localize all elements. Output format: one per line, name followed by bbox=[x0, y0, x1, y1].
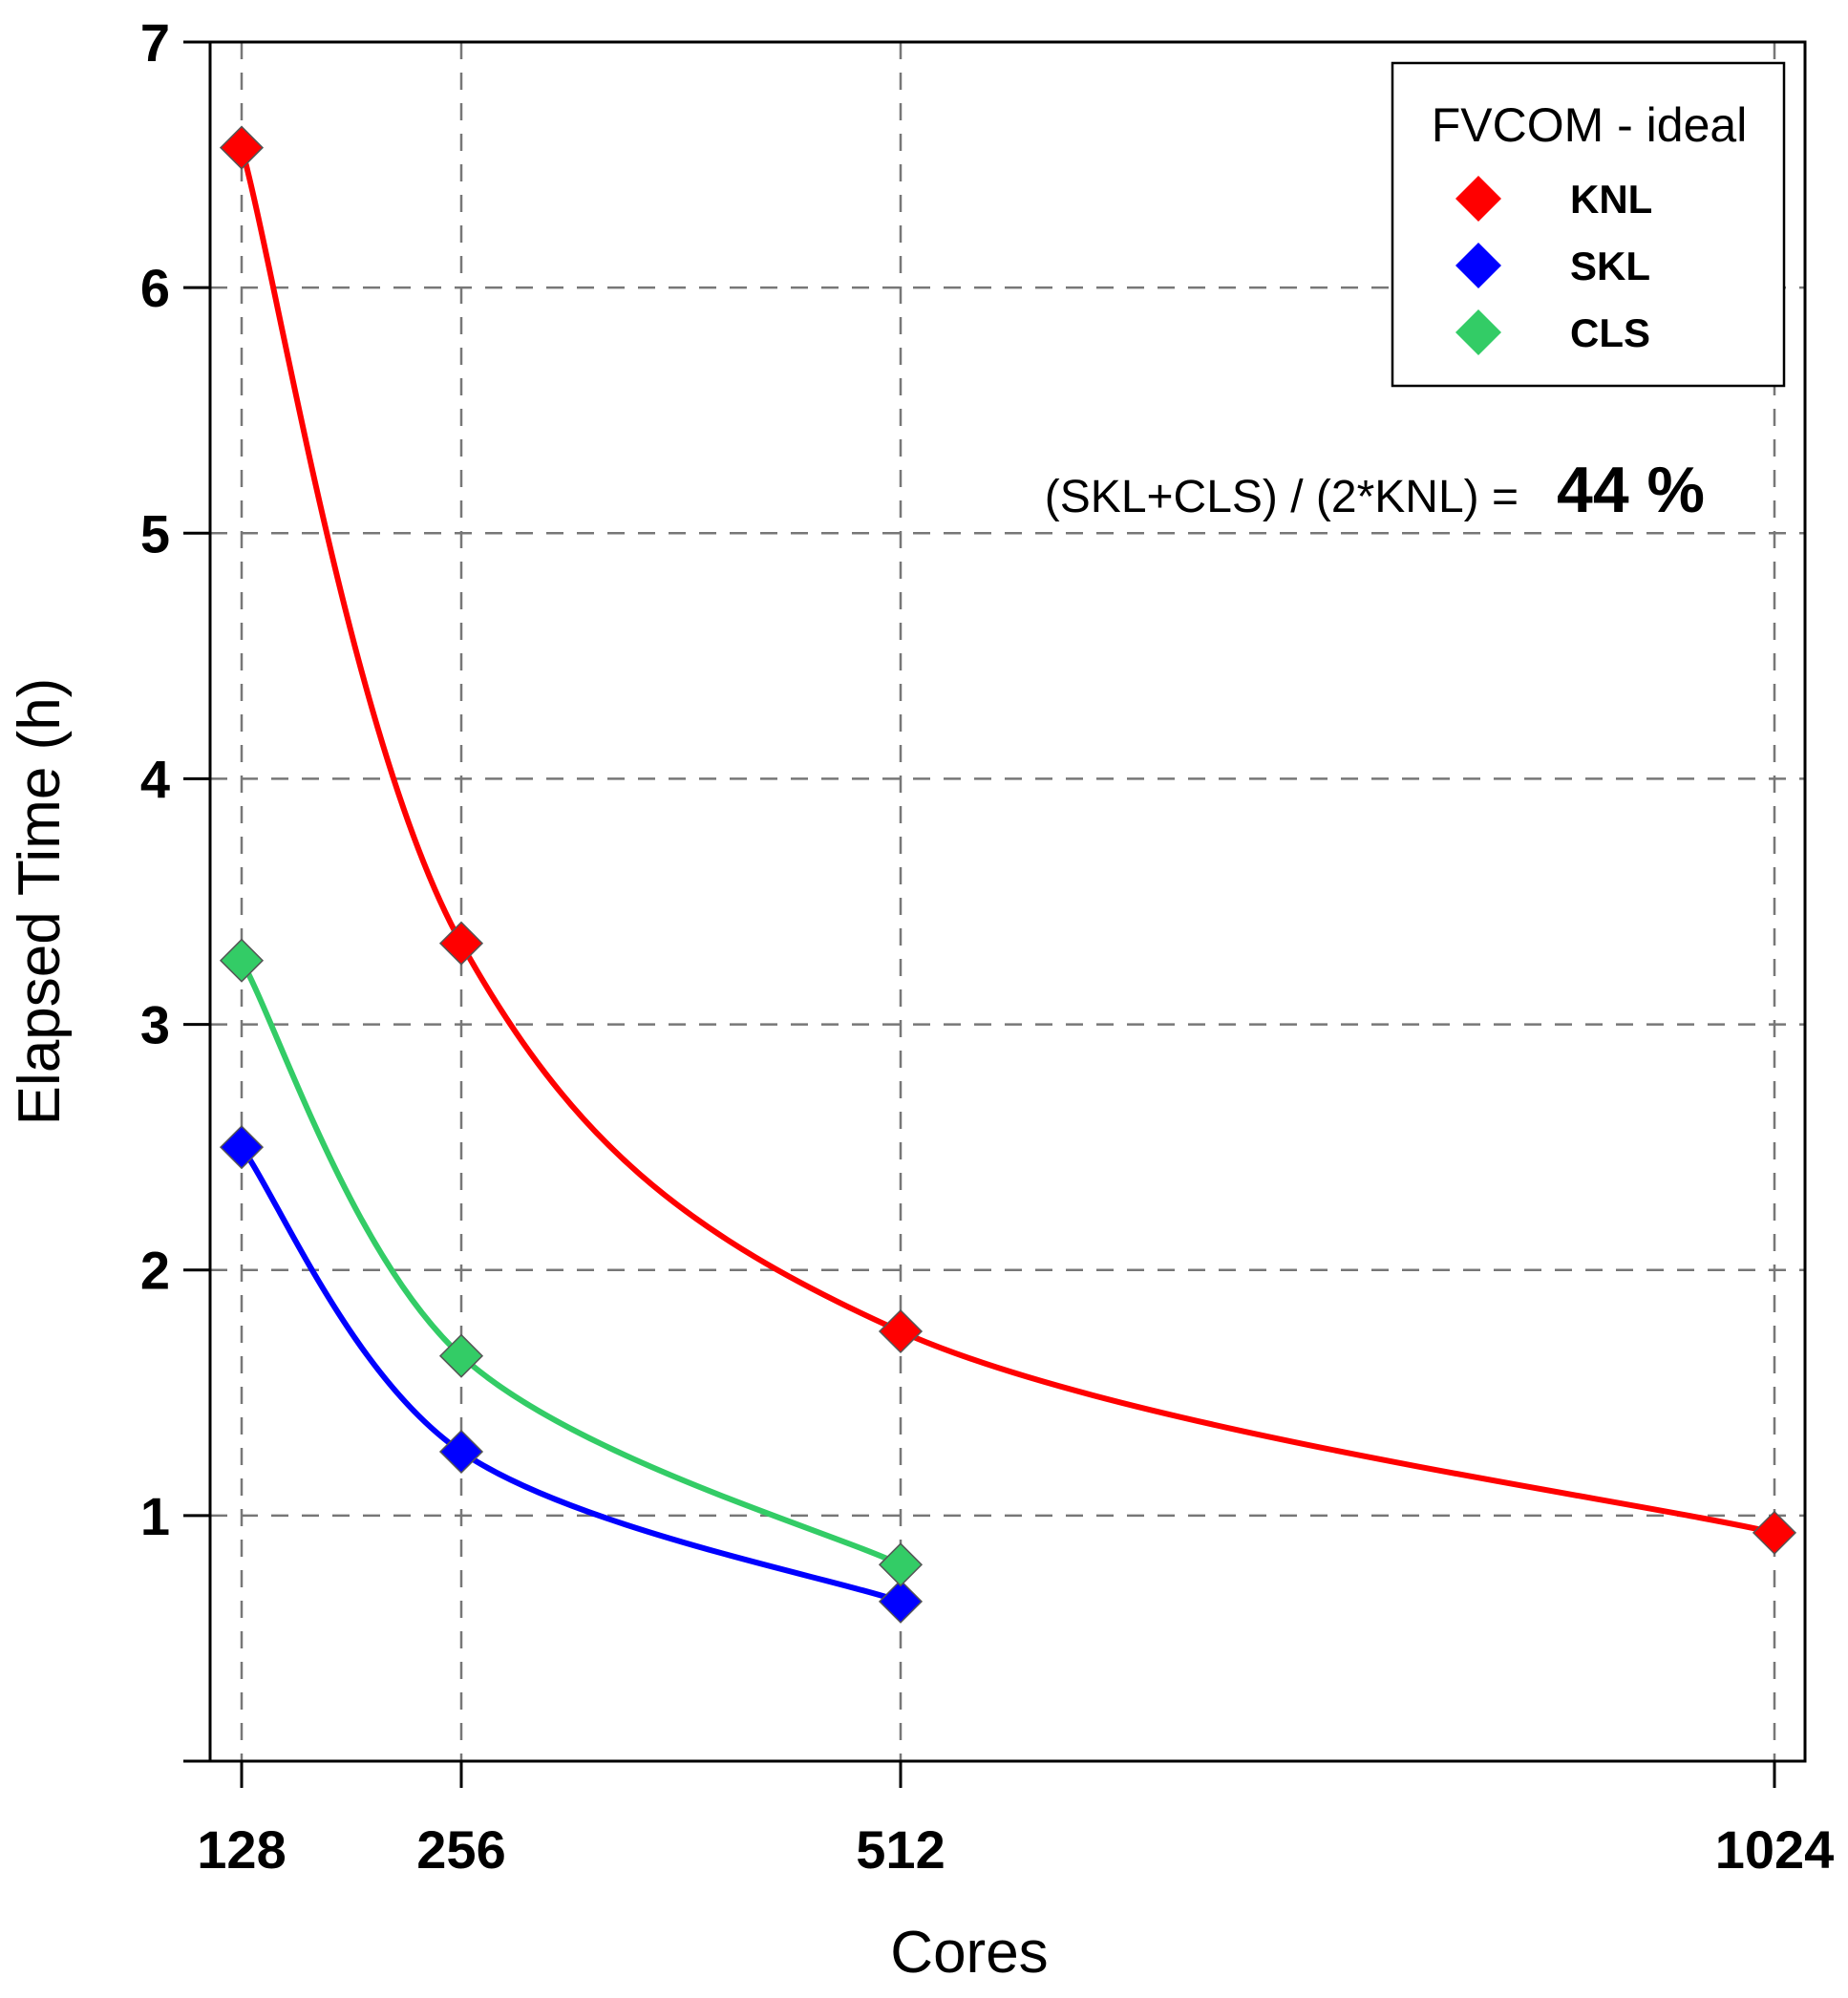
series-knl-marker bbox=[878, 1308, 924, 1354]
y-tick-label: 7 bbox=[140, 12, 170, 73]
series-knl-marker bbox=[438, 921, 484, 966]
x-tick-label: 256 bbox=[416, 1819, 505, 1880]
x-tick-label: 128 bbox=[197, 1819, 286, 1880]
series-cls-marker bbox=[219, 938, 265, 983]
legend-marker-knl bbox=[1455, 176, 1501, 222]
series-skl-line bbox=[239, 1144, 903, 1605]
series-layer bbox=[219, 125, 1797, 1624]
legend-marker-skl bbox=[1455, 243, 1501, 288]
y-tick-label: 4 bbox=[140, 749, 170, 809]
x-tick-label: 1024 bbox=[1715, 1819, 1835, 1880]
ratio-annotation-value: 44 % bbox=[1557, 454, 1705, 526]
series-cls-marker bbox=[438, 1333, 484, 1378]
legend: FVCOM - ideal KNL SKL CLS bbox=[1391, 61, 1786, 388]
y-axis-title: Elapsed Time (h) bbox=[7, 678, 73, 1126]
series-skl bbox=[219, 1125, 924, 1624]
x-tick-label: 512 bbox=[856, 1819, 945, 1880]
y-tick-label: 3 bbox=[140, 995, 170, 1055]
series-knl-line bbox=[239, 144, 1777, 1536]
legend-label-knl: KNL bbox=[1570, 177, 1652, 222]
legend-label-cls: CLS bbox=[1570, 310, 1650, 355]
series-knl-marker bbox=[1752, 1510, 1797, 1555]
x-axis-title: Cores bbox=[890, 1920, 1048, 1986]
series-cls-marker bbox=[878, 1542, 924, 1587]
series-cls-line bbox=[239, 957, 903, 1568]
legend-title: FVCOM - ideal bbox=[1432, 98, 1748, 152]
legend-label-skl: SKL bbox=[1570, 244, 1650, 288]
y-tick-label: 5 bbox=[140, 503, 170, 563]
series-knl bbox=[219, 125, 1797, 1555]
legend-marker-cls bbox=[1455, 309, 1501, 355]
series-skl-marker bbox=[438, 1429, 484, 1475]
y-tick-label: 6 bbox=[140, 258, 170, 318]
series-skl-marker bbox=[878, 1579, 924, 1624]
plot-frame bbox=[208, 40, 1807, 1763]
ratio-annotation-text: (SKL+CLS) / (2*KNL) = bbox=[1045, 472, 1519, 522]
ratio-annotation: (SKL+CLS) / (2*KNL) = 44 % bbox=[1045, 454, 1705, 526]
y-tick-label: 1 bbox=[140, 1486, 170, 1546]
series-skl-marker bbox=[219, 1125, 265, 1170]
series-knl-marker bbox=[219, 125, 265, 170]
series-cls bbox=[219, 938, 924, 1587]
y-tick-label: 2 bbox=[140, 1241, 170, 1301]
axes: 1 2 3 4 5 6 7 128 256 512 1024 bbox=[140, 12, 1834, 1880]
